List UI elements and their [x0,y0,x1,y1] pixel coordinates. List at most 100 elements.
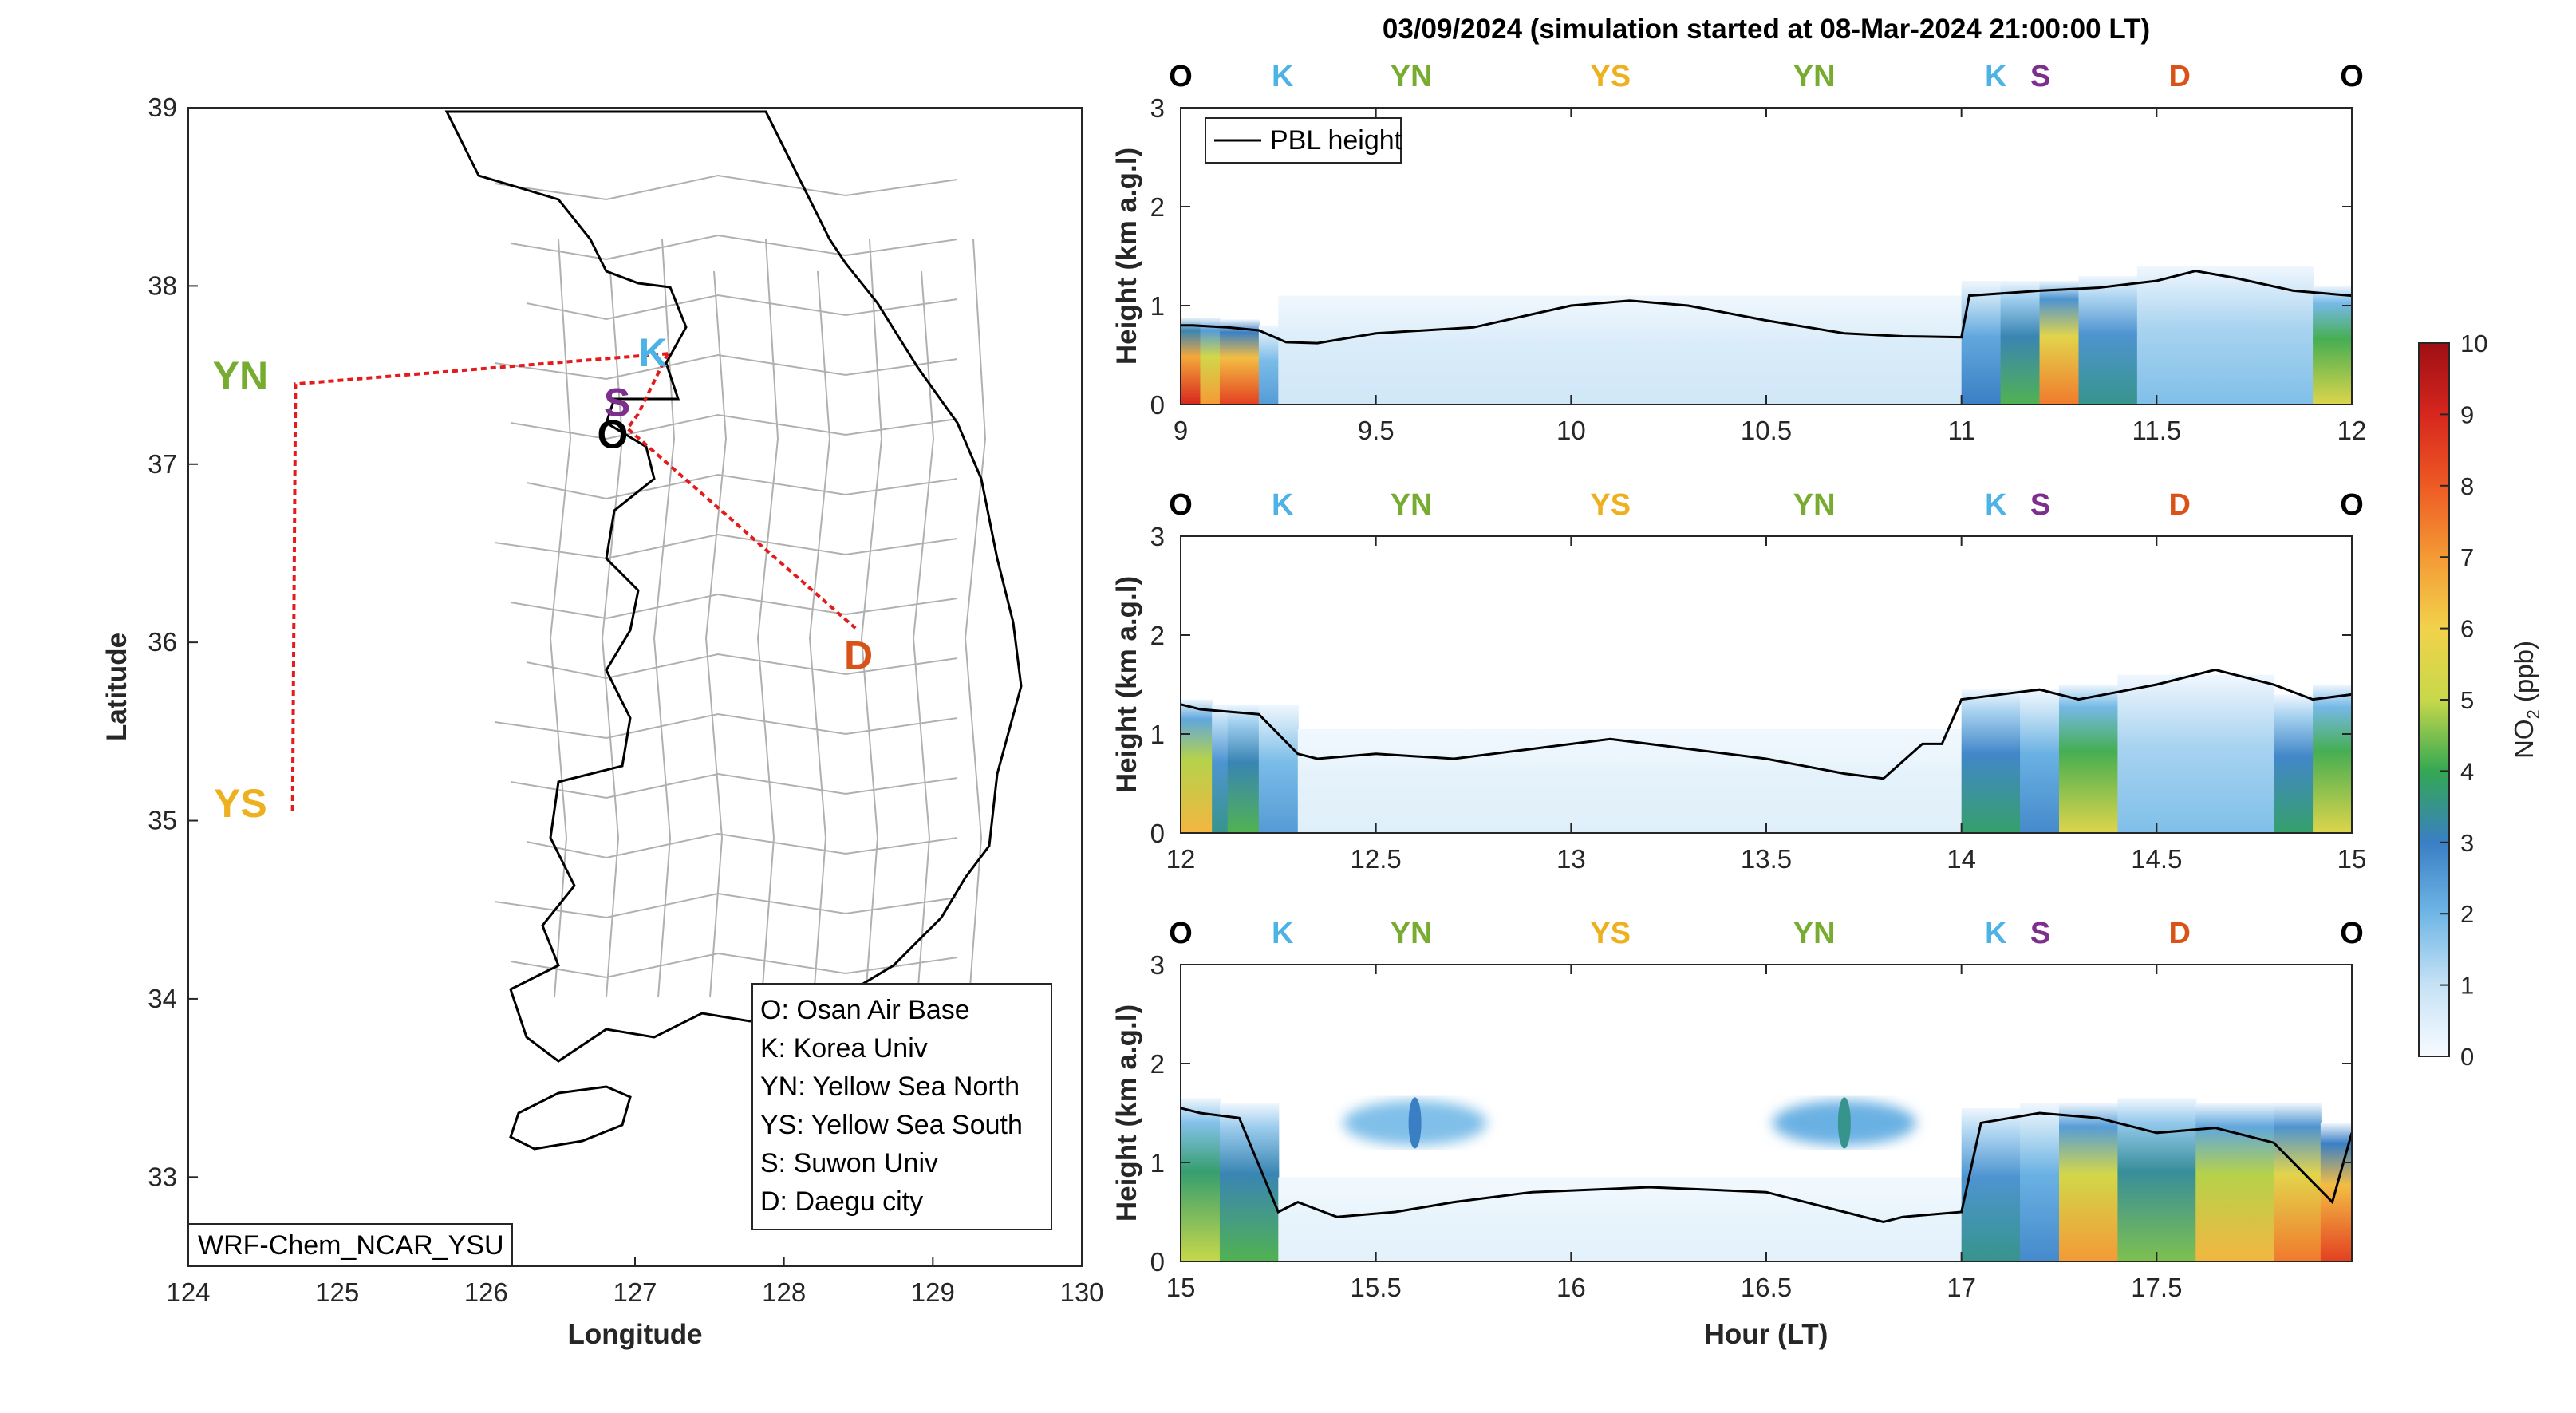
site-label-s: S [2030,917,2050,950]
x-tick-label: 9.5 [1358,416,1395,445]
colorbar-tick-label: 3 [2460,829,2474,857]
no2-elevated-plume-core [1408,1097,1422,1149]
y-tick-label: 1 [1150,720,1165,749]
site-legend-box [751,983,1052,1230]
district-line [964,239,987,998]
y-axis-label: Height (km a.g.l) [1111,148,1142,365]
district-line [494,712,958,740]
map-x-tick-label: 127 [613,1277,657,1307]
colorbar-label: NO2 (ppb) [2509,641,2543,759]
district-line [494,174,958,201]
site-label-ys: YS [1590,917,1631,950]
site-label-d: D [2168,60,2190,93]
map-site-s: S [604,380,630,424]
colorbar-tick-label: 7 [2460,543,2474,571]
no2-column [2020,689,2060,833]
curtain-panel-3: 15 15.5 16 16.5 17 17.5 0 1 2 3 Height (km a.g.l) O… [1111,917,2364,1302]
x-tick-label: 12 [1166,844,1196,874]
x-tick-label: 16.5 [1741,1273,1792,1302]
site-legend-item: K: Korea Univ [760,1033,928,1064]
colorbar-tick-label: 5 [2460,686,2474,714]
no2-column [2136,266,2314,405]
map-y-ticks: 33 34 35 36 37 38 39 [148,93,198,1191]
map-x-axis-label: Longitude [567,1319,702,1350]
colorbar-tick-label: 9 [2460,401,2474,428]
site-label-d: D [2168,488,2190,522]
y-tick-label: 2 [1150,621,1165,650]
district-line [860,239,883,998]
colorbar-tick-label: 0 [2460,1043,2474,1071]
x-tick-label: 16 [1556,1273,1586,1302]
model-label: WRF-Chem_NCAR_YSU [198,1230,504,1261]
no2-column [2117,1098,2197,1261]
no2-column [1961,1107,2022,1261]
x-tick-label: 11 [1948,416,1975,445]
no2-column [1278,295,1963,405]
flight-track-yellow-sea [290,352,669,812]
y-tick-label: 1 [1150,1148,1165,1178]
district-line [510,593,958,620]
site-label-o: O [2340,917,2364,950]
no2-column [1219,1103,1280,1261]
map-y-tick-label: 39 [148,93,177,122]
district-line [494,533,958,560]
site-label-s: S [2030,488,2050,522]
x-tick-label: 15 [2337,844,2367,874]
map-x-tick-label: 126 [464,1277,508,1307]
x-tick-label: 11.5 [2132,416,2181,445]
pbl-height-line [1181,270,2352,345]
x-tick-label: 10 [1556,416,1586,445]
site-label-o: O [1169,917,1193,950]
no2-column [2039,281,2080,405]
no2-column [1181,317,1201,405]
site-legend-item: S: Suwon Univ [760,1148,938,1178]
district-line [526,473,958,500]
no2-column [2117,674,2275,833]
pbl-legend: PBL height [1205,117,1402,164]
site-label-k: K [1272,917,1294,950]
no2-column [2000,281,2041,405]
map-x-tick-label: 124 [166,1277,210,1307]
x-tick-label: 17 [1947,1273,1976,1302]
x-tick-label: 9 [1174,416,1188,445]
no2-column [2078,275,2138,405]
no2-column [1212,704,1229,833]
district-line [704,270,728,998]
x-tick-label: 17.5 [2131,1273,2182,1302]
map-y-tick-label: 35 [148,806,177,835]
y-tick-label: 2 [1150,1049,1165,1079]
map-y-tick-label: 34 [148,984,177,1013]
y-tick-label: 2 [1150,192,1165,222]
site-label-o: O [1169,60,1193,93]
no2-column [2059,1103,2119,1261]
map-y-tick-label: 33 [148,1162,177,1191]
map-y-tick-label: 38 [148,270,177,300]
y-tick-label: 1 [1150,291,1165,321]
no2-elevated-plume-core [1837,1097,1851,1149]
x-tick-label: 10.5 [1741,416,1792,445]
site-label-yn: YN [1391,488,1433,522]
site-label-k: K [1985,60,2007,93]
site-label-s: S [2030,60,2050,93]
figure-title: 03/09/2024 (simulation started at 08-Mar… [1383,14,2150,45]
x-tick-label: 13.5 [1741,844,1792,874]
no2-field [1181,266,2352,405]
colorbar-tick-label: 10 [2460,330,2487,357]
no2-column [2313,286,2352,405]
y-axis-label: Height (km a.g.l) [1111,576,1142,793]
district-line [756,239,779,998]
site-label-d: D [2168,917,2190,950]
colorbar-ticks: 0 1 2 3 4 5 6 7 8 9 10 [2440,330,2487,1071]
colorbar-tick-label: 6 [2460,615,2474,643]
no2-field [1181,668,2352,833]
no2-column [1297,728,1963,833]
map-x-tick-label: 128 [762,1277,806,1307]
district-line [510,772,958,799]
map-x-tick-label: 129 [911,1277,955,1307]
pbl-height-line [1181,668,2352,780]
district-line [510,234,958,261]
site-label-ys: YS [1590,60,1631,93]
